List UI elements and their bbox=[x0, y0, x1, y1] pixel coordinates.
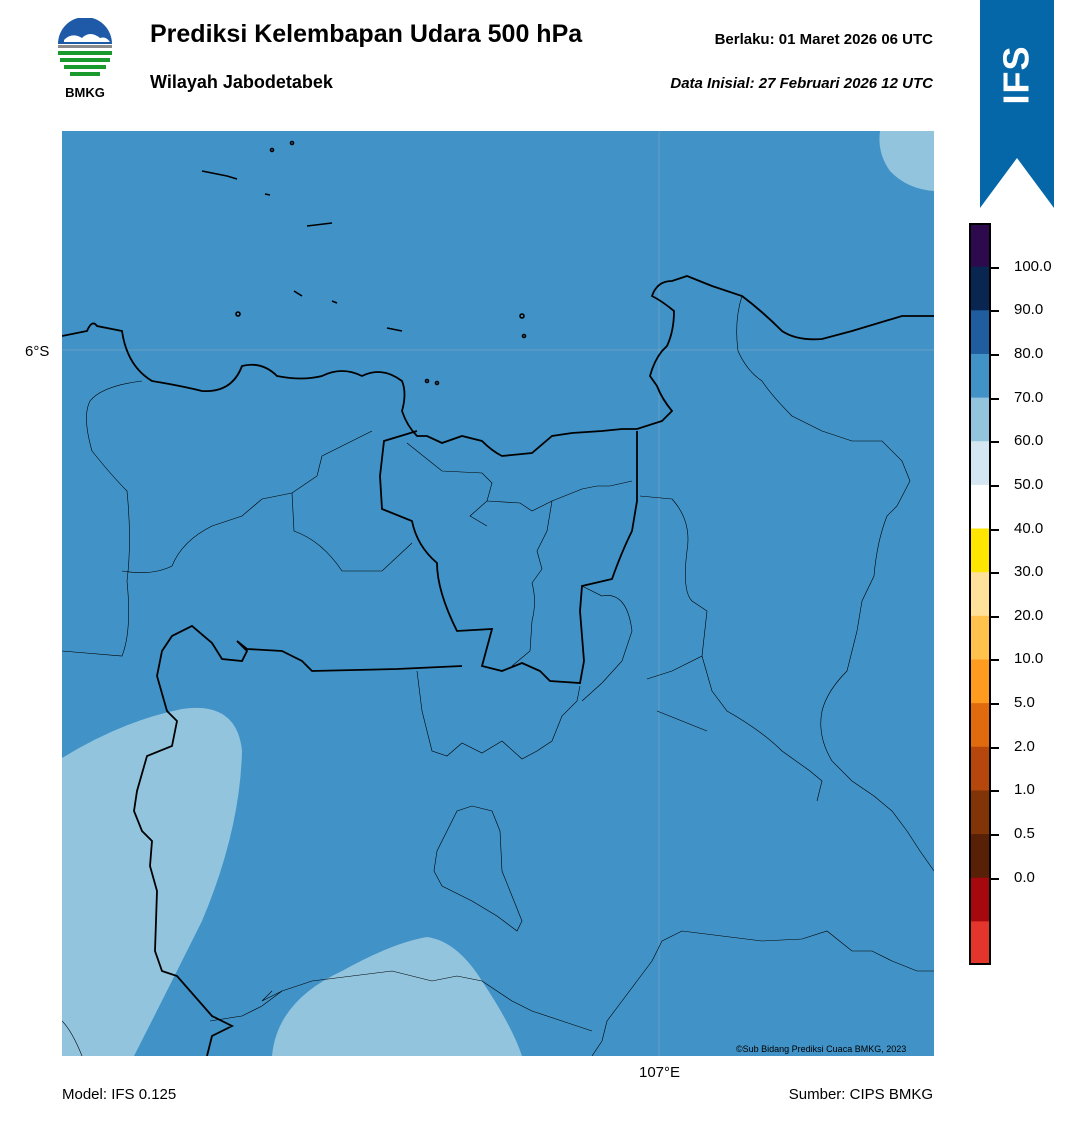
colorbar-tick-label: 20.0 bbox=[1014, 606, 1044, 624]
colorbar-tick-label: 5.0 bbox=[1014, 694, 1035, 712]
longitude-label: 107°E bbox=[639, 1064, 681, 1081]
colorbar-tick bbox=[991, 484, 999, 487]
colorbar-segment bbox=[969, 223, 991, 268]
colorbar-tick-label: 2.0 bbox=[1014, 737, 1035, 755]
map-subtitle: Wilayah Jabodetabek bbox=[150, 72, 333, 92]
regency-boundaries bbox=[62, 295, 934, 1056]
colorbar-tick-label: 60.0 bbox=[1014, 432, 1044, 450]
colorbar-tick bbox=[991, 310, 999, 313]
logo-text: BMKG bbox=[65, 85, 105, 100]
colorbar-tick-label: 80.0 bbox=[1014, 344, 1044, 362]
colorbar-segment bbox=[969, 353, 991, 399]
bmkg-logo-icon bbox=[58, 18, 112, 76]
colorbar-tick-label: 0.0 bbox=[1014, 868, 1035, 886]
colorbar-tick-label: 50.0 bbox=[1014, 475, 1044, 493]
colorbar-segment bbox=[969, 266, 991, 311]
colorbar-tick-label: 100.0 bbox=[1014, 257, 1052, 275]
colorbar-segment bbox=[969, 921, 991, 965]
ifs-banner-label: IFS bbox=[995, 45, 1037, 105]
humidity-patch-sw bbox=[62, 707, 242, 1056]
colorbar-segment bbox=[969, 528, 991, 573]
colorbar-segment bbox=[969, 703, 991, 748]
colorbar-segment bbox=[969, 572, 991, 617]
colorbar-segment bbox=[969, 834, 991, 879]
map-title: Prediksi Kelembapan Udara 500 hPa bbox=[150, 20, 583, 48]
initial-time: Data Inisial: 27 Februari 2026 12 UTC bbox=[670, 75, 933, 92]
colorbar-tick bbox=[991, 528, 999, 531]
colorbar-segment bbox=[969, 484, 991, 530]
colorbar bbox=[969, 223, 991, 965]
colorbar-tick-label: 0.5 bbox=[1014, 825, 1035, 843]
colorbar-tick bbox=[991, 703, 999, 706]
colorbar-tick-label: 70.0 bbox=[1014, 388, 1044, 406]
ifs-banner bbox=[980, 0, 1054, 208]
colorbar-segment bbox=[969, 441, 991, 486]
colorbar-tick bbox=[991, 746, 999, 749]
colorbar-tick bbox=[991, 615, 999, 618]
colorbar-tick bbox=[991, 266, 999, 269]
humidity-patch-s bbox=[272, 937, 522, 1056]
model-info: Model: IFS 0.125 bbox=[62, 1086, 177, 1103]
colorbar-tick bbox=[991, 353, 999, 356]
colorbar-tick bbox=[991, 572, 999, 575]
colorbar-segment bbox=[969, 659, 991, 704]
colorbar-tick-label: 90.0 bbox=[1014, 301, 1044, 319]
copyright-text: ©Sub Bidang Prediksi Cuaca BMKG, 2023 bbox=[736, 1044, 907, 1054]
colorbar-tick bbox=[991, 397, 999, 400]
source-info: Sumber: CIPS BMKG bbox=[788, 1086, 933, 1103]
colorbar-segment bbox=[969, 877, 991, 922]
colorbar-tick-label: 10.0 bbox=[1014, 650, 1044, 668]
valid-time: Berlaku: 01 Maret 2026 06 UTC bbox=[714, 31, 933, 48]
colorbar-tick-label: 1.0 bbox=[1014, 781, 1035, 799]
latitude-label: 6°S bbox=[25, 343, 50, 360]
colorbar-segment bbox=[969, 615, 991, 660]
colorbar-segment bbox=[969, 397, 991, 442]
colorbar-segment bbox=[969, 790, 991, 835]
colorbar-tick bbox=[991, 790, 999, 793]
humidity-map bbox=[62, 131, 934, 1056]
islands bbox=[201, 140, 527, 386]
colorbar-tick bbox=[991, 441, 999, 444]
colorbar-segment bbox=[969, 310, 991, 355]
colorbar-segment bbox=[969, 746, 991, 791]
colorbar-tick bbox=[991, 834, 999, 837]
colorbar-tick bbox=[991, 877, 999, 880]
colorbar-tick bbox=[991, 659, 999, 662]
humidity-patch-ne bbox=[879, 131, 934, 191]
colorbar-tick-label: 40.0 bbox=[1014, 519, 1044, 537]
colorbar-tick-label: 30.0 bbox=[1014, 563, 1044, 581]
